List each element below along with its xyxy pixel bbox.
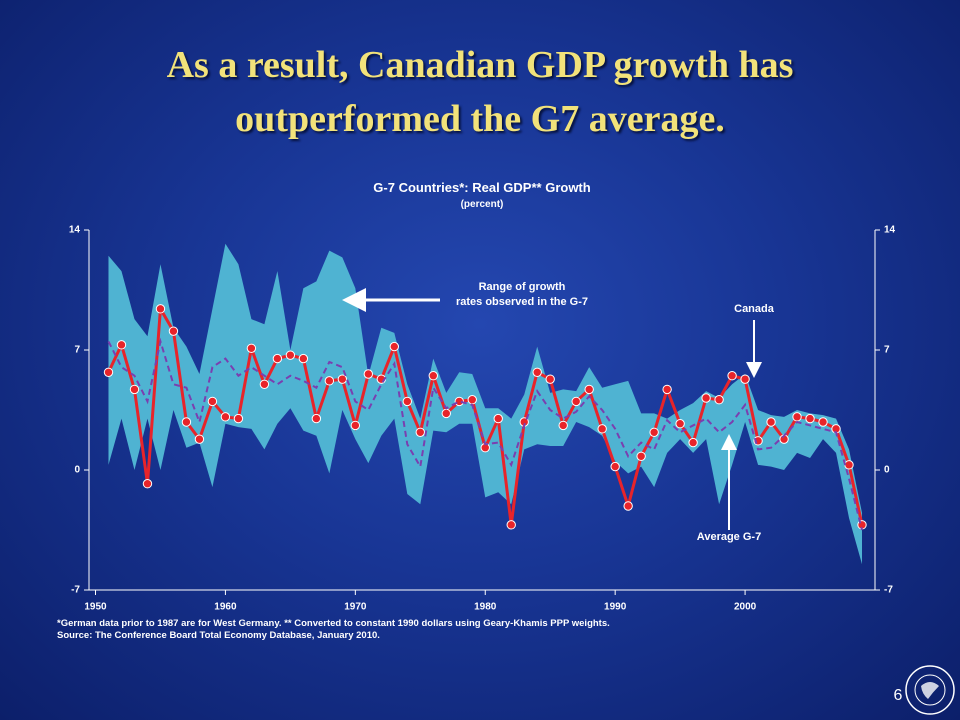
data-point <box>324 376 335 386</box>
x-tick-label: 1960 <box>214 602 237 613</box>
data-point <box>259 379 270 389</box>
data-point <box>818 417 828 427</box>
data-point <box>181 417 192 427</box>
data-point <box>558 420 568 431</box>
data-point <box>298 353 309 364</box>
x-tick-label: 1990 <box>604 602 627 613</box>
data-point <box>714 395 724 405</box>
data-point <box>727 371 737 381</box>
data-point <box>701 393 711 403</box>
data-point <box>168 326 179 336</box>
y2-tick-label: 0 <box>884 465 890 476</box>
y2-tick-label: 7 <box>884 345 890 356</box>
data-point <box>402 396 412 407</box>
data-point <box>363 369 374 379</box>
chart-title: G-7 Countries*: Real GDP** Growth <box>373 180 590 195</box>
data-point <box>688 437 698 448</box>
y-tick-label: -7 <box>71 585 80 596</box>
y2-tick-label: 14 <box>884 225 896 236</box>
data-point <box>467 395 477 405</box>
data-point <box>675 419 685 429</box>
data-point <box>233 413 244 424</box>
data-point <box>649 427 659 437</box>
footnote: *German data prior to 1987 are for West … <box>57 618 610 629</box>
x-tick-label: 1970 <box>344 602 367 613</box>
data-point <box>636 451 646 461</box>
data-point <box>389 341 400 352</box>
data-point <box>545 374 555 384</box>
chart-subtitle: (percent) <box>461 199 504 210</box>
data-point <box>415 427 425 437</box>
y2-tick-label: -7 <box>884 585 893 596</box>
plot-area: -7 0 7 14 -7 0 7 14 1950 1960 1970 1980 1990 2000 Rang… <box>69 225 896 613</box>
data-point <box>506 520 516 530</box>
data-point <box>285 350 296 360</box>
data-point <box>142 479 153 489</box>
y-tick-label: 14 <box>69 225 81 236</box>
range-band <box>108 243 863 565</box>
data-point <box>246 343 257 353</box>
data-point <box>610 461 620 472</box>
data-point <box>207 396 218 407</box>
data-point <box>740 374 750 384</box>
data-point <box>428 371 438 381</box>
annotation: rates observed in the G-7 <box>456 296 588 308</box>
data-point <box>623 501 633 511</box>
y-tick-label: 0 <box>74 465 80 476</box>
logo <box>905 665 955 715</box>
data-point <box>311 413 322 424</box>
y-tick-label: 7 <box>74 345 80 356</box>
data-point <box>805 413 815 424</box>
data-point <box>194 434 205 444</box>
x-tick-label: 1980 <box>474 602 497 613</box>
annotation: Range of growth <box>479 281 566 293</box>
data-point <box>441 408 451 419</box>
data-point <box>766 417 776 427</box>
x-tick-label: 1950 <box>84 602 107 613</box>
x-tick-label: 2000 <box>734 602 757 613</box>
data-point <box>532 367 542 377</box>
data-point <box>597 424 607 434</box>
data-point <box>350 420 361 431</box>
data-point <box>571 396 581 407</box>
series-line <box>107 337 863 531</box>
data-point <box>792 412 802 422</box>
page-number: 6 <box>894 687 903 704</box>
data-point <box>493 413 503 424</box>
data-point <box>272 353 283 364</box>
annotation: Average G-7 <box>697 531 761 543</box>
slide-title: As a result, Canadian GDP growth has out… <box>166 44 794 140</box>
data-point <box>220 412 231 422</box>
annotation: Canada <box>734 303 775 315</box>
data-point <box>337 374 348 384</box>
data-point <box>584 384 594 395</box>
data-point <box>155 304 166 314</box>
footnote: Source: The Conference Board Total Econo… <box>57 630 380 641</box>
data-point <box>116 340 127 350</box>
data-point <box>662 384 672 395</box>
data-point <box>103 367 114 377</box>
data-point <box>129 384 140 395</box>
